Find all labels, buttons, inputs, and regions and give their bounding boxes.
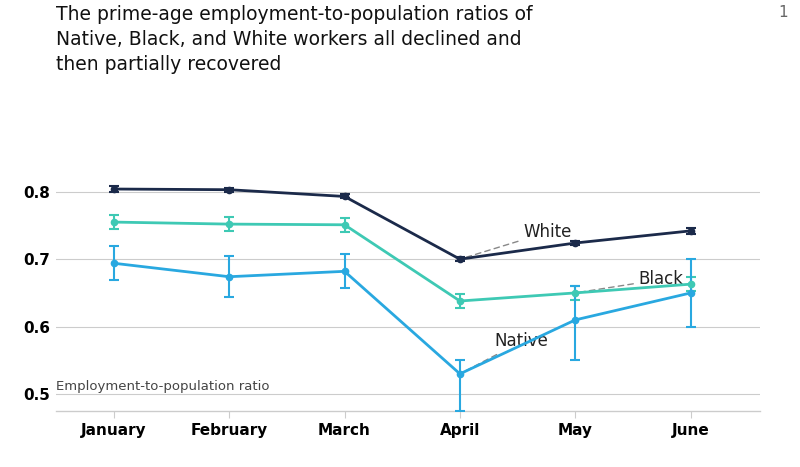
Text: 1: 1 — [778, 5, 788, 20]
Text: Employment-to-population ratio: Employment-to-population ratio — [56, 380, 270, 393]
Text: White: White — [462, 223, 572, 258]
Text: The prime-age employment-to-population ratios of
Native, Black, and White worker: The prime-age employment-to-population r… — [56, 5, 533, 74]
Text: Native: Native — [462, 333, 549, 373]
Text: Black: Black — [578, 270, 684, 292]
